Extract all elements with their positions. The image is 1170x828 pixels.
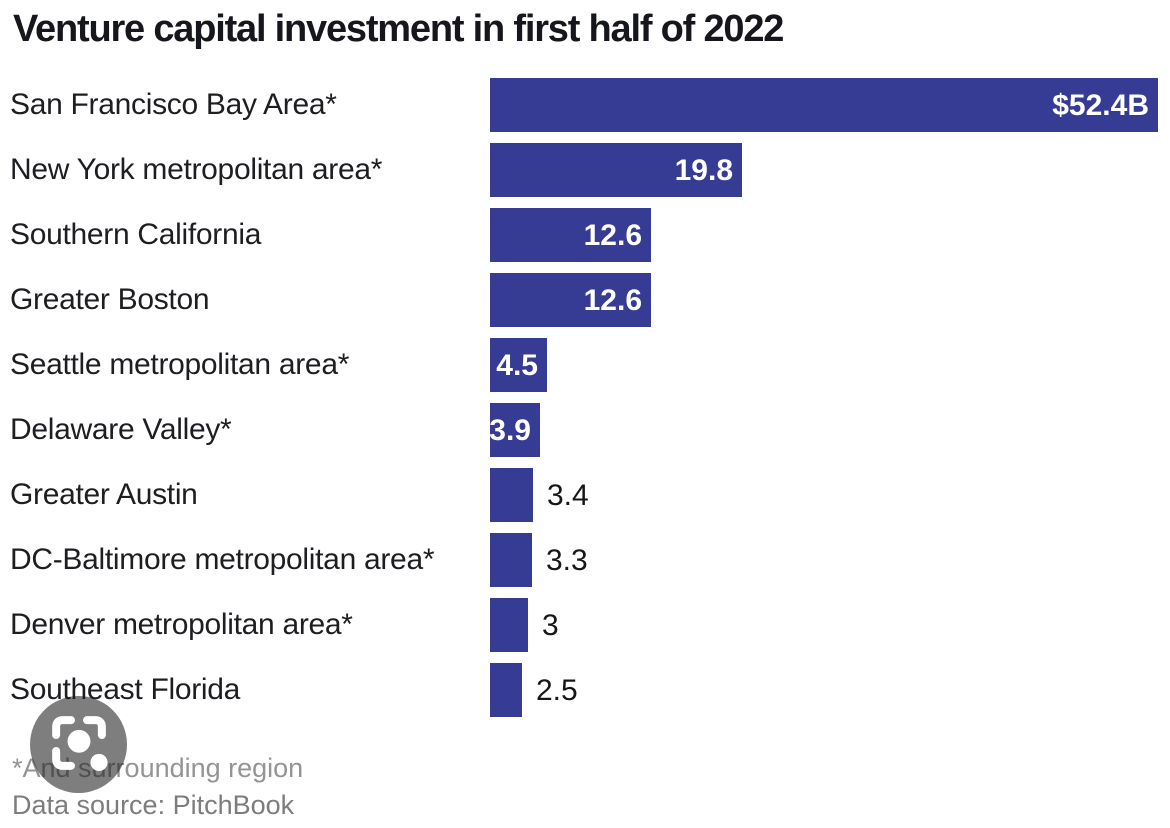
category-label: Seattle metropolitan area* bbox=[10, 348, 350, 381]
google-lens-icon bbox=[51, 715, 108, 771]
category-label: Greater Austin bbox=[10, 478, 198, 511]
category-label: Denver metropolitan area* bbox=[10, 608, 353, 641]
bar bbox=[490, 598, 528, 652]
value-label: 3.9 bbox=[489, 414, 531, 447]
category-label: Greater Boston bbox=[10, 283, 210, 316]
value-label: 2.5 bbox=[536, 674, 578, 707]
chart-row: Southern California 12.6 bbox=[0, 208, 1170, 262]
value-label: 3.3 bbox=[546, 544, 588, 577]
chart-row: Denver metropolitan area* 3 bbox=[0, 598, 1170, 652]
chart-row: DC-Baltimore metropolitan area* 3.3 bbox=[0, 533, 1170, 587]
value-label: 3.4 bbox=[547, 479, 589, 512]
value-label: 4.5 bbox=[496, 349, 538, 382]
bar: 12.6 bbox=[490, 208, 651, 262]
category-label: DC-Baltimore metropolitan area* bbox=[10, 543, 435, 576]
value-label: 12.6 bbox=[583, 284, 642, 317]
chart-row: New York metropolitan area* 19.8 bbox=[0, 143, 1170, 197]
chart-row: San Francisco Bay Area* $52.4B bbox=[0, 78, 1170, 132]
chart-row: Greater Austin 3.4 bbox=[0, 468, 1170, 522]
category-label: Southeast Florida bbox=[10, 673, 241, 706]
chart-row: Southeast Florida 2.5 bbox=[0, 663, 1170, 717]
bar: 4.5 bbox=[490, 338, 547, 392]
bar: 3.9 bbox=[489, 403, 540, 457]
bar bbox=[490, 663, 522, 717]
chart-row: Delaware Valley* 3.9 bbox=[0, 403, 1170, 457]
chart-row: Greater Boston 12.6 bbox=[0, 273, 1170, 327]
page-title: Venture capital investment in first half… bbox=[13, 8, 784, 50]
category-label: San Francisco Bay Area* bbox=[10, 88, 337, 121]
value-label: $52.4B bbox=[1052, 89, 1149, 122]
bar: 12.6 bbox=[490, 273, 651, 327]
category-label: Delaware Valley* bbox=[10, 413, 232, 446]
footnote-source: Data source: PitchBook bbox=[12, 790, 295, 820]
category-label: Southern California bbox=[10, 218, 262, 251]
bar-chart: San Francisco Bay Area* $52.4B New York me… bbox=[0, 78, 1170, 798]
chart-row: Seattle metropolitan area* 4.5 bbox=[0, 338, 1170, 392]
value-label: 19.8 bbox=[674, 154, 733, 187]
value-label: 12.6 bbox=[583, 219, 642, 252]
bar: $52.4B bbox=[490, 78, 1158, 132]
value-label: 3 bbox=[542, 609, 559, 642]
google-lens-button[interactable] bbox=[30, 696, 127, 793]
bar bbox=[490, 533, 532, 587]
bar: 19.8 bbox=[490, 143, 742, 197]
bar bbox=[490, 468, 533, 522]
category-label: New York metropolitan area* bbox=[10, 153, 383, 186]
